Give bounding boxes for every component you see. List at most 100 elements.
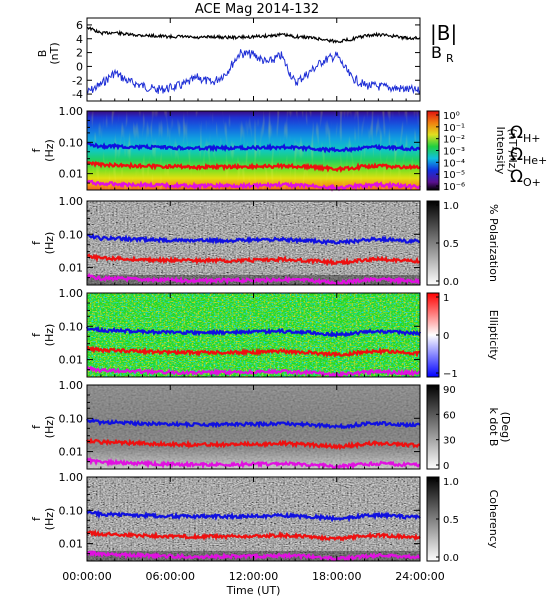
kdotb-ytick-label: 1.00 [59, 379, 84, 392]
kdotb-ytick-label: 0.01 [59, 446, 84, 459]
field-ylabel: B [36, 50, 49, 58]
ellipticity-ytick-label: 0.10 [59, 320, 84, 333]
btotal-series-line [86, 26, 421, 44]
kdotb-h-plus-gyrofreq-line [86, 417, 421, 430]
field-ytick-label: 2 [76, 47, 83, 60]
coherency-he-plus-gyrofreq-line [86, 529, 421, 542]
intensity-ylabel: f [30, 147, 43, 152]
ellipticity-he-plus-gyrofreq-line [86, 345, 420, 359]
intensity-yunit: (Hz) [43, 139, 56, 162]
polarization-ylabel: f [30, 240, 43, 245]
kdotb-colorbar [426, 384, 440, 470]
intensity-colorbar-label: Intensity [494, 127, 507, 175]
intensity-colorbar-tick-label: 10⁻⁵ [443, 170, 465, 181]
polarization-yunit: (Hz) [43, 232, 56, 255]
xtick-label: 24:00:00 [395, 570, 444, 583]
intensity-ytick-label: 0.01 [59, 168, 84, 181]
intensity-colorbar-tick-label: 10⁻² [443, 135, 465, 146]
field-ytick-label: -4 [72, 88, 83, 101]
figure-title: ACE Mag 2014-132 [195, 2, 319, 17]
legend-br-subscript: R [446, 52, 454, 65]
ellipticity-colorbar-tick-label: 0 [443, 331, 449, 342]
field-ytick-label: 0 [76, 60, 83, 73]
coherency-ylabel: f [30, 516, 43, 521]
coherency-colorbar-tick-label: 0.5 [443, 515, 459, 526]
intensity-h-plus-gyrofreq-line [86, 141, 421, 154]
legend-br: B [431, 43, 442, 62]
intensity-ytick-label: 1.00 [59, 105, 84, 118]
intensity-colorbar-tick-label: 10⁻³ [443, 147, 465, 158]
ellipticity-ylabel: f [30, 332, 43, 337]
kdotb-yunit: (Hz) [43, 416, 56, 439]
coherency-ytick-label: 1.00 [59, 471, 84, 484]
ellipticity-yunit: (Hz) [43, 324, 56, 347]
polarization-colorbar-label: % Polarization [487, 204, 500, 282]
intensity-spectrogram-texture [87, 111, 420, 190]
kdotb-ylabel: f [30, 424, 43, 429]
polarization-colorbar-tick-label: 1.0 [443, 201, 459, 212]
intensity-colorbar-tick-label: 10⁰ [443, 111, 460, 122]
kdotb-spectrogram-texture [87, 385, 420, 469]
coherency-yunit: (Hz) [43, 508, 56, 531]
xtick-label: 00:00:00 [62, 570, 111, 583]
polarization-ytick-label: 1.00 [59, 195, 84, 208]
intensity-colorbar-tick-label: 10⁻¹ [443, 123, 465, 134]
intensity-colorbar-tick-label: 10⁻⁴ [443, 158, 465, 169]
field-ytick-label: -2 [72, 74, 83, 87]
kdotb-he-plus-gyrofreq-line [86, 437, 421, 451]
kdotb-colorbar-tick-label: 90 [443, 385, 456, 396]
polarization-ytick-label: 0.10 [59, 228, 84, 241]
polarization-colorbar-tick-label: 0.5 [443, 239, 459, 250]
field-panel-background [87, 18, 420, 101]
intensity-he-plus-gyrofreq-line [86, 160, 421, 174]
polarization-h-plus-gyrofreq-line [86, 233, 421, 247]
kdotb-o-plus-gyrofreq-line [86, 456, 421, 471]
intensity-legend-omega: Ω [510, 145, 523, 165]
intensity-legend-subscript: He+ [523, 154, 547, 167]
ellipticity-ytick-label: 1.00 [59, 287, 84, 300]
kdotb-colorbar-unit: (Deg) [499, 412, 512, 443]
polarization-colorbar-tick-label: 0.0 [443, 277, 459, 288]
coherency-o-plus-gyrofreq-line [86, 549, 421, 562]
intensity-legend-omega: Ω [510, 123, 523, 143]
intensity-legend-subscript: O+ [523, 176, 541, 189]
ellipticity-h-plus-gyrofreq-line [85, 325, 422, 338]
coherency-ytick-label: 0.10 [59, 504, 84, 517]
xtick-label: 06:00:00 [146, 570, 195, 583]
ellipticity-colorbar-tick-label: 1 [443, 293, 449, 304]
polarization-spectrogram-texture [87, 201, 420, 285]
polarization-low-freq-band [87, 274, 420, 285]
coherency-colorbar-tick-label: 0.0 [443, 553, 459, 564]
x-axis-label: Time (UT) [226, 584, 281, 597]
xtick-label: 12:00:00 [229, 570, 278, 583]
intensity-legend-omega: Ω [510, 167, 523, 187]
ellipticity-colorbar-tick-label: −1 [443, 369, 458, 380]
kdotb-ytick-label: 0.10 [59, 412, 84, 425]
kdotb-colorbar-tick-label: 0 [443, 461, 449, 472]
coherency-h-plus-gyrofreq-line [86, 509, 421, 523]
xtick-label: 18:00:00 [312, 570, 361, 583]
intensity-colorbar-tick-label: 10⁻⁶ [443, 182, 465, 193]
legend-btotal: |B| [430, 21, 457, 45]
polarization-ytick-label: 0.01 [59, 262, 84, 275]
coherency-spectrogram-texture [87, 477, 420, 561]
coherency-colorbar-label: Coherency [487, 490, 500, 549]
coherency-ytick-label: 0.01 [59, 538, 84, 551]
intensity-colorbar-unit: (nT²/Hz) [506, 128, 519, 172]
coherency-colorbar-tick-label: 1.0 [443, 477, 459, 488]
kdotb-colorbar-tick-label: 60 [443, 410, 456, 421]
field-yunit: (nT) [48, 42, 61, 64]
intensity-ytick-label: 0.10 [59, 136, 84, 149]
field-ytick-label: 6 [76, 19, 83, 32]
polarization-he-plus-gyrofreq-line [86, 253, 421, 267]
kdotb-colorbar-label: k dot B [487, 408, 500, 447]
intensity-legend-subscript: H+ [523, 132, 541, 145]
ellipticity-spectrogram-texture [87, 293, 420, 377]
br-series-line [86, 49, 421, 95]
kdotb-colorbar-tick-label: 30 [443, 436, 456, 447]
ellipticity-colorbar-label: Ellipticity [487, 310, 500, 361]
ellipticity-ytick-label: 0.01 [59, 354, 84, 367]
field-ytick-label: 4 [76, 33, 83, 46]
